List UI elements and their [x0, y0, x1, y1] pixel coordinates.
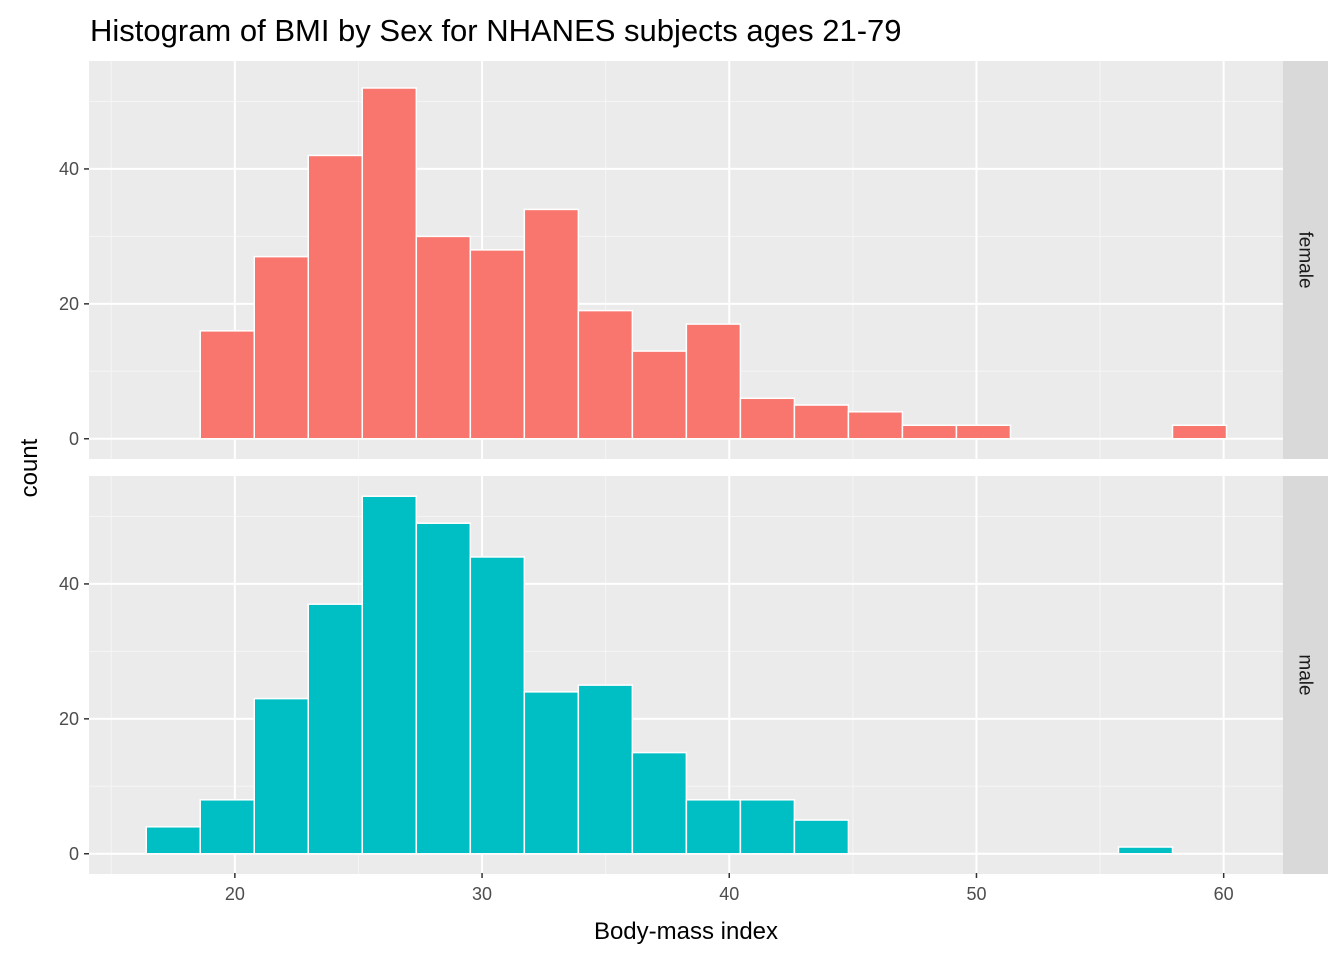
facet-strip-label-female: female — [1295, 231, 1316, 288]
histogram-bar-female — [685, 323, 742, 440]
histogram-bar-male — [631, 751, 688, 855]
y-axis-title: count — [16, 438, 43, 497]
histogram-bar-male — [739, 799, 796, 855]
histogram-bar-male — [523, 691, 580, 855]
histogram-bar-female — [523, 208, 580, 440]
histogram-bar-female — [415, 235, 472, 440]
y-tick-label: 20 — [59, 709, 79, 729]
x-tick-label: 60 — [1214, 884, 1234, 904]
x-tick-label: 30 — [472, 884, 492, 904]
histogram-bar-female — [199, 330, 256, 440]
y-tick-label: 0 — [69, 429, 79, 449]
facet-strip — [1283, 476, 1328, 874]
histogram-bar-female — [253, 255, 310, 440]
histogram-bar-male — [253, 697, 310, 855]
histogram-bar-male — [307, 603, 364, 855]
y-tick-label: 0 — [69, 844, 79, 864]
histogram-bar-female — [901, 424, 958, 440]
x-axis: 20 30 40 50 60 — [225, 873, 1234, 904]
histogram-bar-female — [1171, 424, 1228, 440]
histogram-bar-male — [199, 799, 256, 855]
histogram-bar-female — [577, 309, 634, 440]
y-tick-label: 40 — [59, 159, 79, 179]
x-tick-label: 20 — [225, 884, 245, 904]
facet-strip-label-male: male — [1295, 654, 1316, 695]
x-tick-label: 50 — [966, 884, 986, 904]
histogram-bar-male — [145, 826, 201, 855]
histogram-bar-male — [415, 522, 472, 855]
histogram-bar-female — [631, 350, 688, 440]
x-tick-label: 40 — [719, 884, 739, 904]
facet-strip — [1283, 61, 1328, 459]
histogram-bar-female — [847, 411, 904, 440]
facet-panel-female: 0 20 40 female — [59, 61, 1328, 459]
histogram-bar-male — [793, 819, 850, 855]
facet-panels: 0 20 40 female 0 20 40 male — [59, 61, 1328, 874]
histogram-bar-female — [469, 249, 526, 440]
histogram-bar-female — [361, 87, 418, 440]
histogram-bar-female — [793, 404, 850, 440]
facet-panel-male: 0 20 40 male — [59, 476, 1328, 874]
y-tick-label: 40 — [59, 574, 79, 594]
histogram-bar-female — [955, 424, 1012, 440]
histogram-bar-male — [469, 556, 526, 855]
histogram-bar-male — [685, 799, 742, 855]
histogram-bar-male — [361, 495, 418, 855]
chart-title: Histogram of BMI by Sex for NHANES subje… — [90, 13, 902, 48]
histogram-bar-female — [739, 397, 796, 440]
histogram-bar-male — [1117, 846, 1174, 855]
histogram-bar-female — [307, 154, 364, 440]
histogram-bar-male — [577, 684, 634, 855]
y-tick-label: 20 — [59, 294, 79, 314]
x-axis-title: Body-mass index — [594, 918, 778, 945]
